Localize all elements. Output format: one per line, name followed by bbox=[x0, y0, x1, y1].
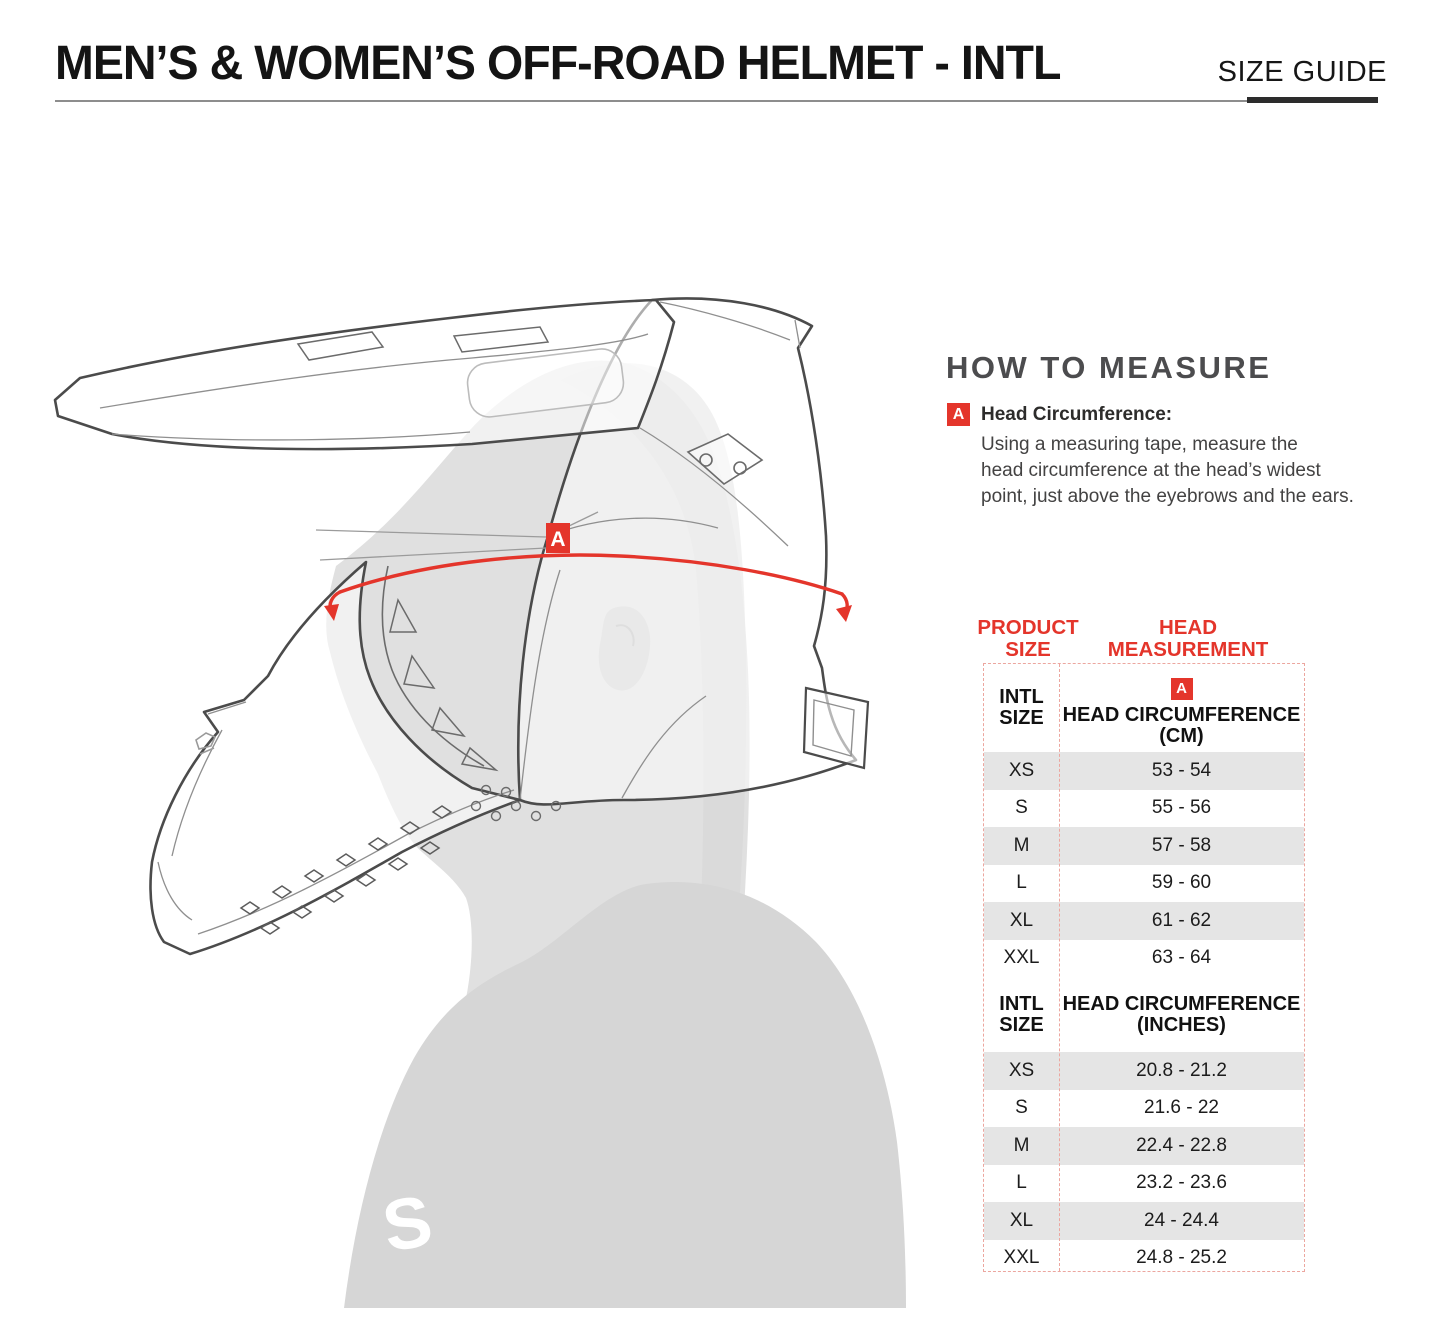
how-to-measure-heading: HOW TO MEASURE bbox=[946, 350, 1272, 385]
table-row: XXL 63 - 64 bbox=[984, 940, 1304, 978]
inches-rows: XS 20.8 - 21.2 S 21.6 - 22 M 22.4 - 22.8… bbox=[984, 1052, 1304, 1277]
shirt-silhouette bbox=[344, 882, 906, 1308]
intl-size-header: INTL SIZE bbox=[999, 686, 1044, 729]
size-cell: M bbox=[1013, 834, 1030, 856]
range-cell: 24.8 - 25.2 bbox=[1136, 1247, 1227, 1269]
table-row: XS 53 - 54 bbox=[984, 752, 1304, 790]
visor-pivot-plate bbox=[686, 433, 764, 485]
head-circumference-inches-label: HEAD CIRCUMFERENCE (INCHES) bbox=[1062, 992, 1301, 1036]
range-cell: 20.8 - 21.2 bbox=[1136, 1059, 1227, 1081]
table-section-header-cm: INTL SIZE A HEAD CIRCUMFERENCE (CM) bbox=[984, 664, 1304, 752]
size-cell: S bbox=[1015, 797, 1028, 819]
table-row: M 57 - 58 bbox=[984, 827, 1304, 865]
table-row: XL 61 - 62 bbox=[984, 902, 1304, 940]
range-cell: 24 - 24.4 bbox=[1144, 1209, 1219, 1231]
measure-instructions: Using a measuring tape, measure the head… bbox=[981, 434, 1354, 507]
helmet-visor bbox=[53, 298, 676, 451]
arrowhead-left bbox=[324, 604, 339, 621]
table-row: XL 24 - 24.4 bbox=[984, 1202, 1304, 1240]
diagram-marker-a: A bbox=[546, 523, 570, 553]
size-cell: S bbox=[1015, 1097, 1028, 1119]
table-row: L 23.2 - 23.6 bbox=[984, 1165, 1304, 1203]
range-cell: 59 - 60 bbox=[1151, 872, 1212, 894]
range-cell: 63 - 64 bbox=[1151, 947, 1212, 969]
size-cell: M bbox=[1013, 1134, 1030, 1156]
jaw-vent-holes bbox=[470, 784, 562, 822]
table-row: S 21.6 - 22 bbox=[984, 1090, 1304, 1128]
strut-hole bbox=[403, 654, 436, 689]
head-circumference-cm-label: HEAD CIRCUMFERENCE (CM) bbox=[1062, 703, 1301, 747]
range-cell: 61 - 62 bbox=[1151, 909, 1212, 931]
marker-leader-lines bbox=[315, 511, 599, 561]
strut-hole bbox=[430, 706, 466, 738]
table-row: XXL 24.8 - 25.2 bbox=[984, 1240, 1304, 1278]
chin-logo bbox=[195, 732, 217, 755]
size-guide-label: SIZE GUIDE bbox=[1217, 56, 1387, 88]
size-cell: XXL bbox=[1003, 1247, 1040, 1269]
range-cell: 55 - 56 bbox=[1151, 797, 1212, 819]
measure-marker-a-badge: A bbox=[947, 403, 970, 426]
header-rule bbox=[55, 100, 1377, 102]
head-circumference-cm-header: A HEAD CIRCUMFERENCE (CM) bbox=[1059, 664, 1304, 752]
table-section-header-inches: INTL SIZE HEAD CIRCUMFERENCE (INCHES) bbox=[984, 977, 1304, 1052]
visor-vent-slot bbox=[452, 326, 550, 353]
head-circumference-inches-header: HEAD CIRCUMFERENCE (INCHES) bbox=[1059, 977, 1304, 1052]
strut-hole bbox=[389, 597, 418, 633]
cm-rows: XS 53 - 54 S 55 - 56 M 57 - 58 L 59 - 60… bbox=[984, 752, 1304, 977]
diagram-marker-a-label: A bbox=[550, 528, 565, 551]
jaw-vent-lattice bbox=[239, 805, 453, 935]
size-cell: XL bbox=[1009, 1209, 1034, 1231]
range-cell: 53 - 54 bbox=[1151, 759, 1212, 781]
size-cell: XL bbox=[1009, 909, 1034, 931]
size-cell: L bbox=[1016, 872, 1027, 894]
helmet-chin-bar bbox=[149, 560, 562, 956]
size-table: INTL SIZE A HEAD CIRCUMFERENCE (CM) XS 5… bbox=[983, 663, 1305, 1272]
range-cell: 23.2 - 23.6 bbox=[1136, 1172, 1227, 1194]
visor-vent-slot bbox=[296, 331, 385, 361]
size-cell: L bbox=[1016, 1172, 1027, 1194]
table-marker-a-badge: A bbox=[1170, 677, 1193, 700]
helmet-diagram: S bbox=[0, 240, 960, 1335]
table-row: L 59 - 60 bbox=[984, 865, 1304, 903]
intl-size-header: INTL SIZE bbox=[999, 992, 1044, 1036]
table-row: XS 20.8 - 21.2 bbox=[984, 1052, 1304, 1090]
strut-hole bbox=[460, 746, 499, 772]
size-cell: XXL bbox=[1003, 947, 1040, 969]
range-cell: 57 - 58 bbox=[1151, 834, 1212, 856]
column-header-head-measurement: HEAD MEASUREMENT bbox=[1107, 616, 1269, 661]
header-rule-accent bbox=[1247, 97, 1378, 103]
arrowhead-right bbox=[836, 605, 852, 622]
page-title: MEN’S & WOMEN’S OFF-ROAD HELMET - INTL bbox=[55, 37, 1061, 90]
table-row: S 55 - 56 bbox=[984, 790, 1304, 828]
range-cell: 21.6 - 22 bbox=[1144, 1097, 1219, 1119]
size-cell: XS bbox=[1008, 759, 1035, 781]
range-cell: 22.4 - 22.8 bbox=[1136, 1134, 1227, 1156]
size-cell: XS bbox=[1008, 1059, 1035, 1081]
column-header-product-size: PRODUCT SIZE bbox=[977, 616, 1079, 661]
table-row: M 22.4 - 22.8 bbox=[984, 1127, 1304, 1165]
measurement-arc bbox=[324, 553, 852, 622]
measure-term: Head Circumference: bbox=[981, 404, 1173, 425]
